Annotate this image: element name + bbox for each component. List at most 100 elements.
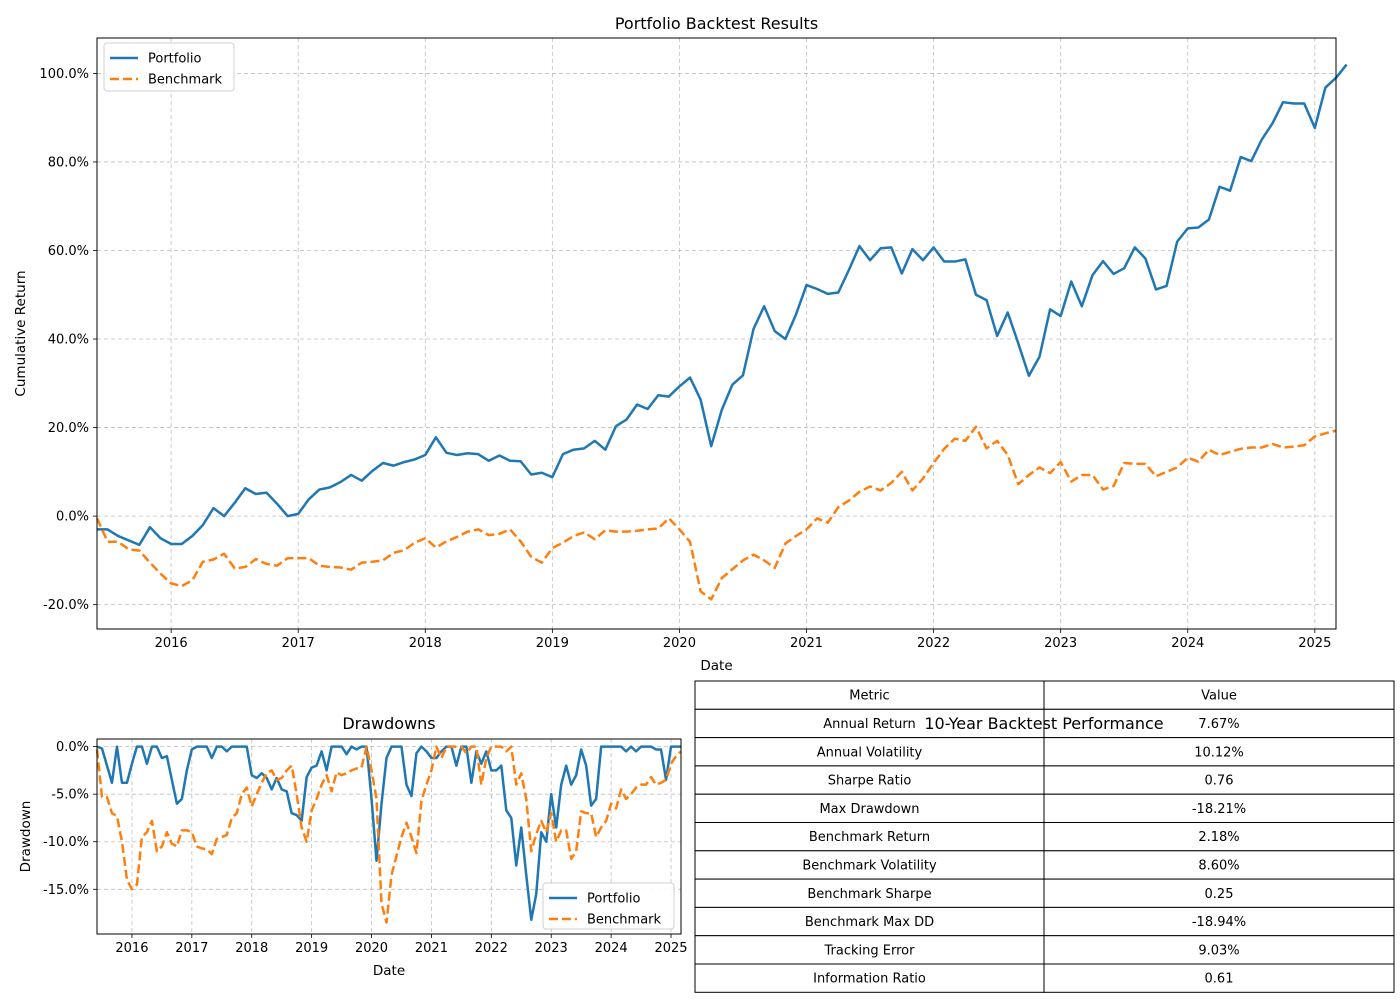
metric-value: 0.76 — [1205, 774, 1234, 789]
portfolio-series-line — [97, 63, 1348, 547]
legend-entry-portfolio: Portfolio — [148, 52, 202, 67]
metric-value: 10.12% — [1194, 745, 1244, 760]
y-tick-label: -10.0% — [43, 835, 89, 850]
metric-value: 0.25 — [1205, 887, 1234, 902]
drawdown-x-axis-label: Date — [373, 963, 405, 979]
metric-name: Information Ratio — [813, 972, 926, 987]
metric-name: Benchmark Volatility — [802, 858, 937, 873]
table-title: 10-Year Backtest Performance — [924, 714, 1163, 733]
metric-value: -18.21% — [1192, 802, 1246, 817]
benchmark-series-line — [95, 425, 1337, 601]
header-value: Value — [1201, 689, 1237, 704]
metric-value: -18.94% — [1192, 915, 1246, 930]
table-cell — [1043, 963, 1395, 993]
table-cell — [1043, 935, 1395, 965]
y-tick-label: 40.0% — [48, 333, 89, 348]
main-y-axis: -20.0% 0.0% 20.0% 40.0% 60.0% 80.0% 100.0% — [39, 67, 97, 613]
x-tick-label: 2016 — [115, 941, 148, 956]
y-tick-label: 60.0% — [48, 244, 89, 259]
x-tick-label: 2025 — [654, 941, 687, 956]
table-cell — [694, 708, 1045, 739]
metric-name: Tracking Error — [824, 943, 916, 958]
y-tick-label: 0.0% — [56, 740, 89, 755]
metric-value: 0.61 — [1205, 972, 1234, 987]
x-tick-label: 2023 — [535, 941, 568, 956]
x-tick-label: 2019 — [295, 941, 328, 956]
drawdown-series-lines — [95, 745, 682, 924]
legend-entry-portfolio: Portfolio — [587, 892, 641, 907]
table-cell — [1043, 708, 1395, 739]
main-chart-title: Portfolio Backtest Results — [615, 14, 818, 33]
drawdown-y-axis-label: Drawdown — [18, 801, 34, 873]
table-cell — [694, 765, 1045, 795]
cumulative-return-chart: 2016 2017 2018 2019 2020 2021 2022 2023 2024 2025… — [13, 14, 1348, 674]
table-cell — [694, 878, 1045, 908]
x-tick-label: 2017 — [282, 636, 315, 651]
x-tick-label: 2020 — [663, 636, 696, 651]
benchmark-series-line — [95, 745, 682, 924]
metric-name: Benchmark Sharpe — [807, 887, 931, 902]
metric-value: 8.60% — [1198, 858, 1239, 873]
y-tick-label: 100.0% — [39, 67, 89, 82]
main-y-axis-label: Cumulative Return — [13, 270, 29, 396]
drawdown-y-axis: -15.0% -10.0% -5.0% 0.0% — [43, 740, 97, 898]
x-tick-label: 2018 — [409, 636, 442, 651]
metric-name: Sharpe Ratio — [828, 774, 912, 789]
drawdown-plot-frame — [96, 738, 682, 935]
x-tick-label: 2019 — [536, 636, 569, 651]
table-cell — [1043, 737, 1395, 767]
legend-entry-benchmark: Benchmark — [148, 73, 223, 88]
x-tick-label: 2024 — [595, 941, 628, 956]
x-tick-label: 2021 — [790, 636, 823, 651]
metric-name: Benchmark Max DD — [805, 915, 934, 930]
drawdown-chart-title: Drawdowns — [342, 714, 435, 733]
legend-entry-benchmark: Benchmark — [587, 913, 662, 928]
metric-value: 2.18% — [1198, 830, 1239, 845]
main-legend: Portfolio Benchmark — [103, 42, 235, 92]
drawdown-legend: Portfolio Benchmark — [542, 882, 675, 930]
table-cell — [694, 963, 1045, 993]
metric-name: Annual Volatility — [817, 745, 923, 760]
x-tick-label: 2018 — [235, 941, 268, 956]
main-gridlines — [97, 38, 1336, 629]
header-metric: Metric — [849, 689, 889, 704]
metric-value: 7.67% — [1198, 717, 1239, 732]
metric-name: Max Drawdown — [819, 802, 919, 817]
y-tick-label: 80.0% — [48, 155, 89, 170]
y-tick-label: -5.0% — [51, 788, 89, 803]
legend-box — [542, 882, 675, 930]
drawdowns-chart: 2016 2017 2018 2019 2020 2021 2022 2023 2024 2025… — [18, 714, 688, 979]
x-tick-label: 2021 — [415, 941, 448, 956]
x-tick-label: 2022 — [917, 636, 950, 651]
table-cell — [1043, 793, 1395, 824]
table-cell — [694, 906, 1045, 937]
portfolio-series-line — [96, 745, 681, 921]
table-cell — [1043, 878, 1395, 908]
main-plot-frame — [96, 37, 1337, 630]
x-tick-label: 2025 — [1298, 636, 1331, 651]
x-tick-label: 2017 — [175, 941, 208, 956]
metric-name: Benchmark Return — [809, 830, 930, 845]
table-cell — [694, 822, 1045, 852]
main-x-axis-label: Date — [700, 658, 732, 674]
metrics-table: Metric Value Annual Return 7.67% Annual Vola… — [694, 680, 1395, 993]
x-tick-label: 2016 — [155, 636, 188, 651]
main-series-lines — [95, 63, 1348, 601]
x-tick-label: 2022 — [475, 941, 508, 956]
x-tick-label: 2023 — [1044, 636, 1077, 651]
y-tick-label: 0.0% — [56, 510, 89, 525]
metric-value: 9.03% — [1198, 943, 1239, 958]
metric-name: Annual Return — [823, 717, 915, 732]
x-tick-label: 2024 — [1171, 636, 1204, 651]
y-tick-label: 20.0% — [48, 421, 89, 436]
y-tick-label: -20.0% — [43, 598, 89, 613]
table-cell — [694, 793, 1045, 824]
y-tick-label: -15.0% — [43, 883, 89, 898]
table-cell — [1043, 765, 1395, 795]
drawdown-x-axis: 2016 2017 2018 2019 2020 2021 2022 2023 2024 2025 — [115, 934, 688, 956]
main-x-axis: 2016 2017 2018 2019 2020 2021 2022 2023 2024 2025 — [155, 629, 1331, 651]
x-tick-label: 2020 — [355, 941, 388, 956]
table-header-cell — [1043, 680, 1395, 710]
table-cell — [1043, 906, 1395, 937]
